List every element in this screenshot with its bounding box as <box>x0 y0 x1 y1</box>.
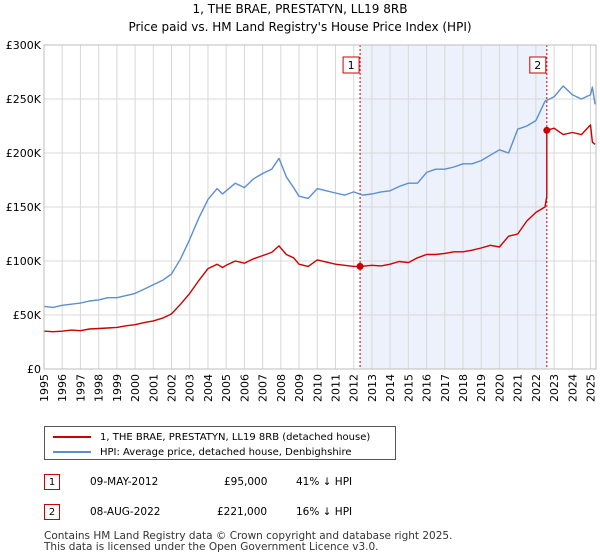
marker-label-box <box>529 56 547 74</box>
x-tick-label: 2025 <box>585 374 598 402</box>
y-tick-label: £250K <box>6 93 42 106</box>
x-tick-label: 2006 <box>238 374 251 402</box>
legend-item-hpi: HPI: Average price, detached house, Denb… <box>53 445 351 459</box>
transaction-date: 08-AUG-2022 <box>90 506 161 518</box>
x-tick-label: 2000 <box>129 374 142 402</box>
marker-label-box <box>342 56 360 74</box>
transaction-price: £95,000 <box>224 476 268 488</box>
legend-label-hpi: HPI: Average price, detached house, Denb… <box>100 446 352 458</box>
legend-line-blue <box>53 451 91 453</box>
transaction-hpi: 16% ↓ HPI <box>296 506 353 518</box>
transaction-hpi: 41% ↓ HPI <box>296 476 353 488</box>
legend: 1, THE BRAE, PRESTATYN, LL19 8RB (detach… <box>44 426 396 460</box>
x-tick-label: 2015 <box>402 374 415 402</box>
y-tick-label: £0 <box>27 363 41 376</box>
x-tick-label: 2019 <box>475 374 488 402</box>
legend-line-red <box>53 436 91 438</box>
x-tick-label: 2010 <box>311 374 324 402</box>
y-tick-label: £150K <box>6 201 42 214</box>
legend-item-property: 1, THE BRAE, PRESTATYN, LL19 8RB (detach… <box>53 430 370 444</box>
transaction-marker: 1 <box>44 474 60 490</box>
x-tick-label: 2013 <box>366 374 379 402</box>
x-tick-label: 2002 <box>166 374 179 402</box>
x-tick-label: 2022 <box>530 374 543 402</box>
footer-licence: This data is licensed under the Open Gov… <box>44 541 379 553</box>
x-tick-label: 2008 <box>275 374 288 402</box>
x-tick-label: 1997 <box>74 374 87 402</box>
x-tick-label: 1996 <box>56 374 69 402</box>
transaction-price: £221,000 <box>217 506 268 518</box>
x-tick-label: 2003 <box>184 374 197 402</box>
x-tick-label: 2004 <box>202 374 215 402</box>
x-tick-label: 1998 <box>93 374 106 402</box>
legend-label-property: 1, THE BRAE, PRESTATYN, LL19 8RB (detach… <box>100 431 371 443</box>
x-tick-label: 2001 <box>147 374 160 402</box>
sale-point <box>356 262 364 270</box>
x-tick-label: 2014 <box>384 374 397 402</box>
x-tick-label: 2011 <box>329 374 342 402</box>
marker-label: 2 <box>534 59 541 72</box>
x-tick-label: 2012 <box>348 374 361 402</box>
x-tick-label: 2021 <box>512 374 525 402</box>
price-chart: 1, THE BRAE, PRESTATYN, LL19 8RB Price pa… <box>6 2 598 402</box>
x-tick-label: 2016 <box>421 374 434 402</box>
transaction-marker: 2 <box>44 504 60 520</box>
x-tick-label: 1995 <box>38 374 51 402</box>
y-tick-label: £50K <box>13 309 42 322</box>
x-tick-label: 2018 <box>457 374 470 402</box>
footer-copyright: Contains HM Land Registry data © Crown c… <box>44 530 453 542</box>
sale-point <box>543 126 551 134</box>
x-tick-label: 2009 <box>293 374 306 402</box>
x-tick-label: 2020 <box>493 374 506 402</box>
y-tick-label: £100K <box>6 255 42 268</box>
footer: Contains HM Land Registry data © Crown c… <box>44 531 452 553</box>
y-tick-label: £200K <box>6 147 42 160</box>
x-tick-label: 2017 <box>439 374 452 402</box>
plot-frame <box>43 44 597 370</box>
series-line <box>43 85 596 309</box>
x-tick-label: 2023 <box>548 374 561 402</box>
y-tick-label: £300K <box>6 39 42 52</box>
chart-subtitle: Price paid vs. HM Land Registry's House … <box>128 20 471 34</box>
x-tick-label: 2007 <box>257 374 270 402</box>
marker-label: 1 <box>348 59 355 72</box>
chart-title: 1, THE BRAE, PRESTATYN, LL19 8RB <box>193 2 408 16</box>
series-line <box>43 124 596 333</box>
x-tick-label: 2005 <box>220 374 233 402</box>
x-tick-label: 2024 <box>566 374 579 402</box>
transaction-date: 09-MAY-2012 <box>90 476 159 488</box>
x-tick-label: 1999 <box>111 374 124 402</box>
